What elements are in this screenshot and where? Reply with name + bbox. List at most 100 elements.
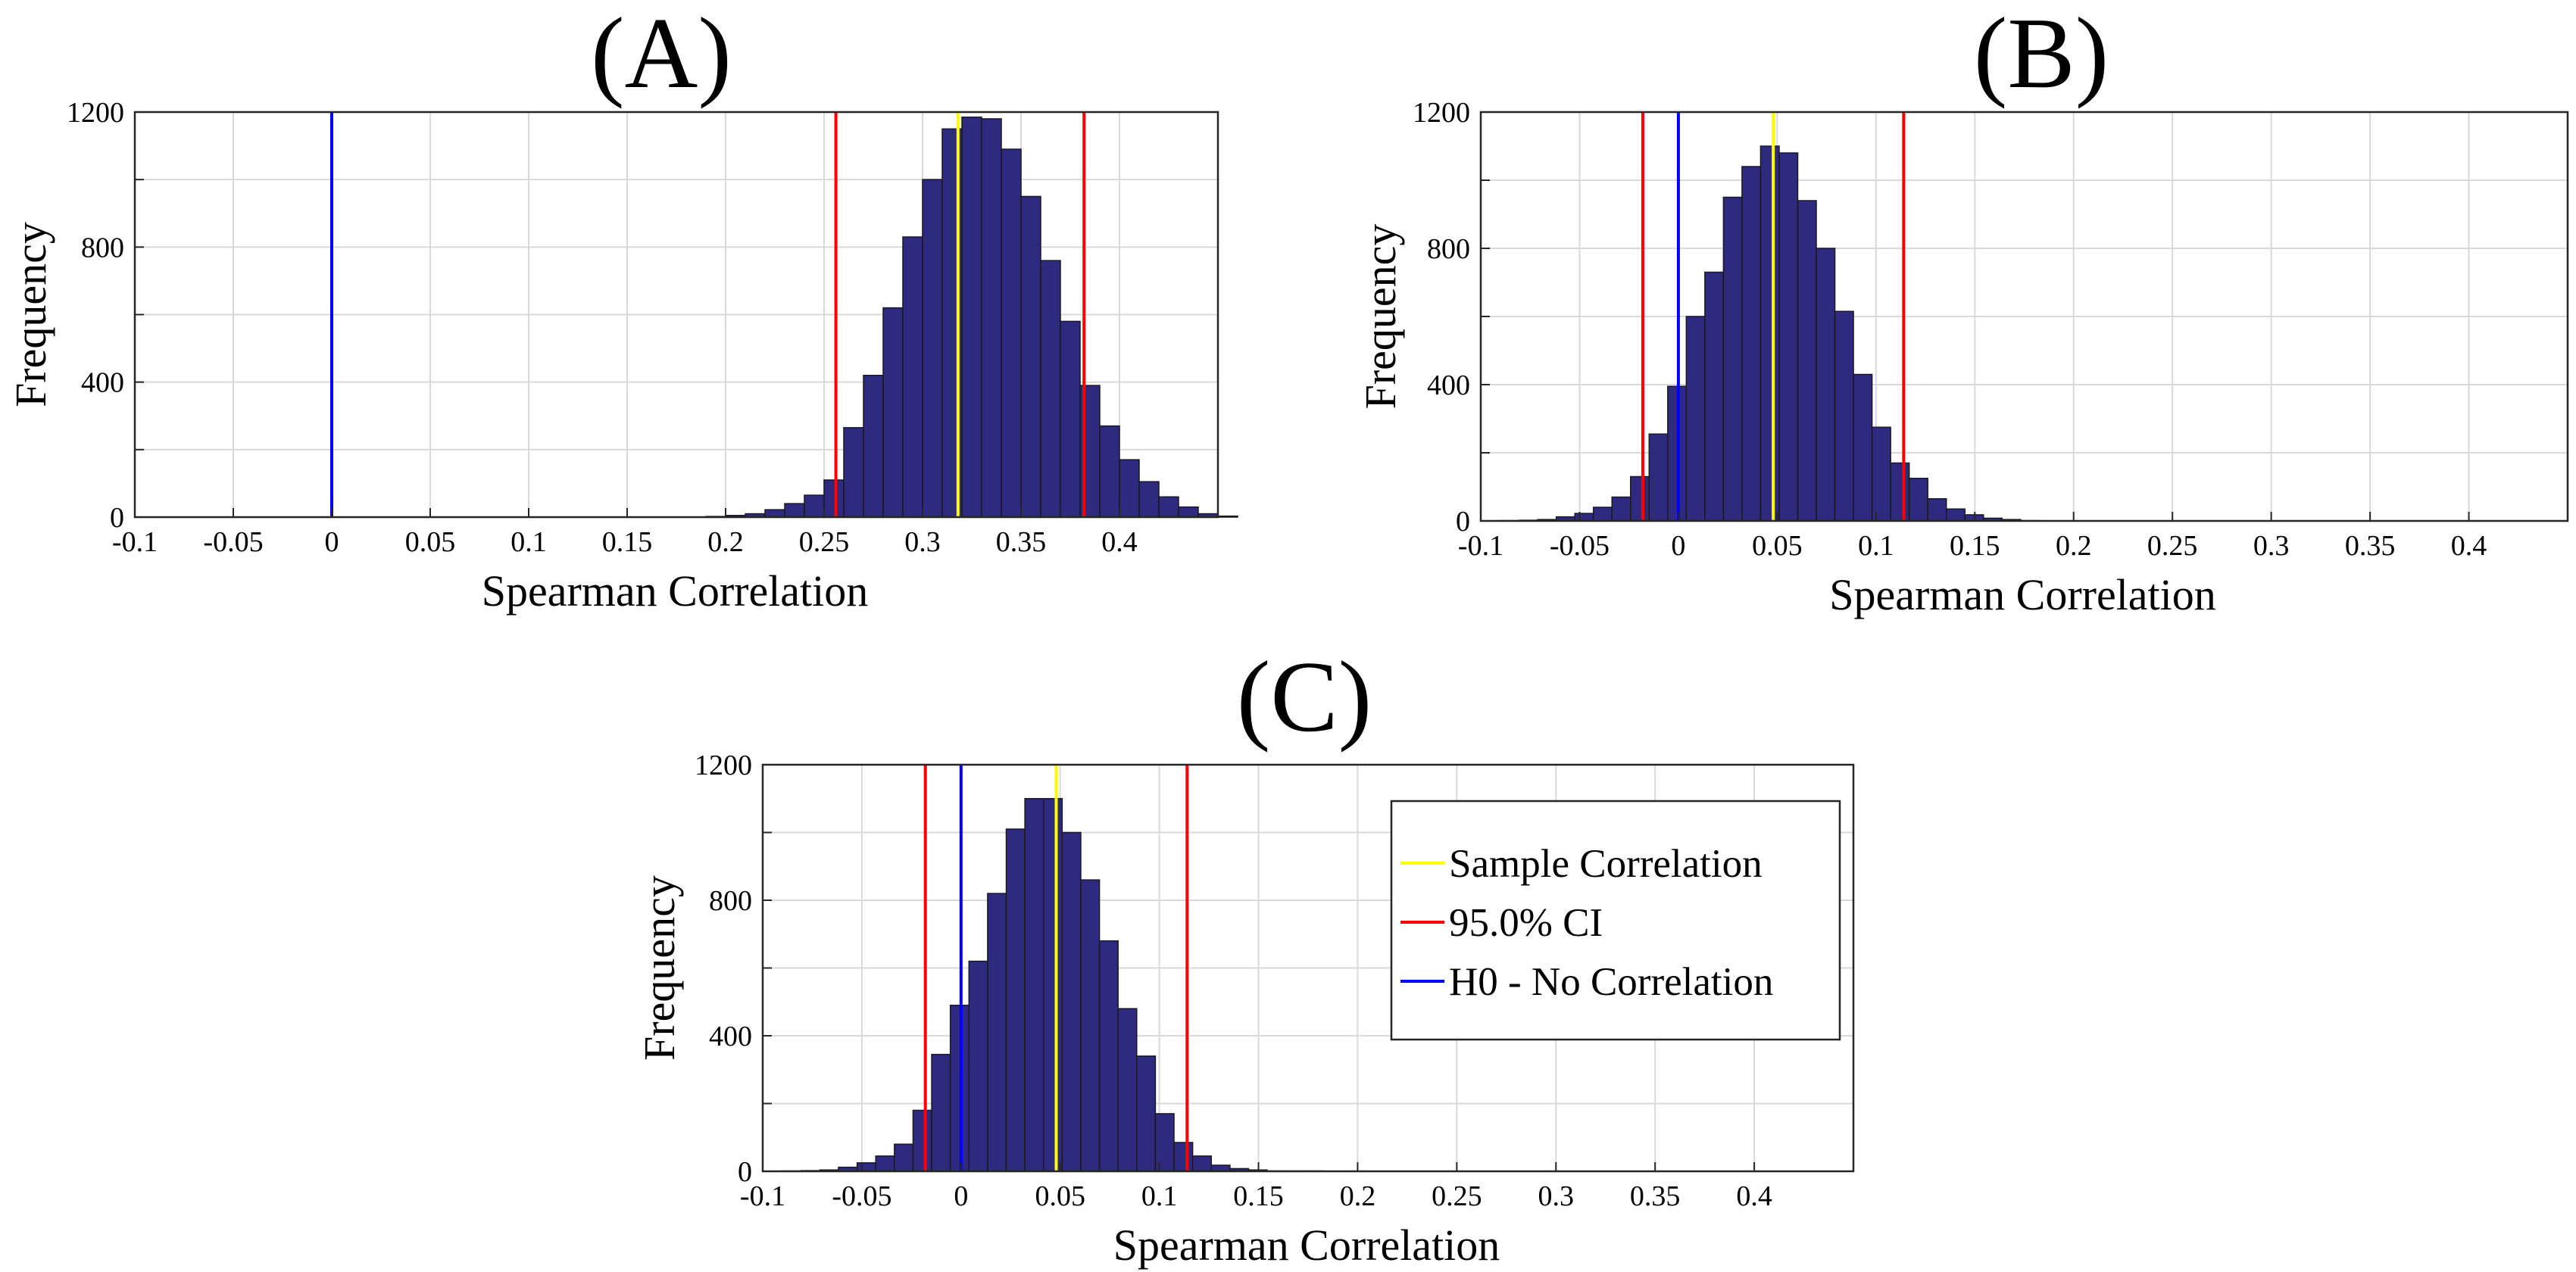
histogram-bar <box>1217 515 1238 518</box>
histogram-bar <box>1099 425 1120 518</box>
histogram-bar <box>1722 196 1743 522</box>
histogram-bar <box>1945 508 1966 522</box>
histogram-bar <box>961 116 982 518</box>
x-axis-label: Spearman Correlation <box>1829 570 2216 619</box>
histogram-bar <box>1020 195 1041 518</box>
histogram-bar <box>1060 320 1081 518</box>
x-tick-label: 0.4 <box>1736 1180 1772 1212</box>
x-tick-label: -0.05 <box>1550 530 1610 562</box>
y-tick-label: 1200 <box>1413 97 1470 129</box>
x-tick-label: 0.15 <box>602 526 653 558</box>
x-tick-label: 0.35 <box>1630 1180 1681 1212</box>
histogram-bar <box>1908 478 1928 522</box>
histogram-bar <box>1154 1113 1175 1172</box>
x-tick-label: 0.2 <box>707 526 744 558</box>
histogram-bar <box>843 427 864 518</box>
x-tick-label: 0 <box>1671 530 1685 562</box>
histogram-bar <box>856 1162 876 1172</box>
x-tick-label: -0.1 <box>112 526 158 558</box>
x-tick-label: -0.1 <box>740 1180 785 1212</box>
histogram-bar <box>1685 316 1706 522</box>
histogram-bar <box>764 509 785 518</box>
histogram-bar <box>863 375 884 518</box>
y-tick-label: 400 <box>709 1021 752 1052</box>
histogram-bar <box>1574 513 1594 522</box>
histogram-bar <box>981 118 1002 518</box>
histogram-bar <box>1040 260 1061 518</box>
histogram-bar <box>1117 1008 1138 1172</box>
x-tick-label: -0.05 <box>832 1180 891 1212</box>
histogram-bar <box>1648 433 1669 522</box>
chart-panel-a: (A) -0.1 -0.05 0 0.05 0.1 0.15 0.2 0.25 0.3 0.35 0.… <box>6 0 1238 616</box>
x-tick-label: 0.3 <box>2253 530 2290 562</box>
histogram-bar <box>1042 798 1063 1172</box>
y-tick-label: 800 <box>1427 233 1470 265</box>
legend-box <box>1390 800 1841 1041</box>
histogram-bar <box>1005 828 1026 1172</box>
legend-label: H0 - No Correlation <box>1449 960 1773 1004</box>
panel-title: (C) <box>1237 641 1372 753</box>
legend-label: 95.0% CI <box>1449 901 1603 945</box>
histogram-bar <box>922 179 943 518</box>
x-tick-label: 0.35 <box>2345 530 2396 562</box>
y-tick-label: 0 <box>110 502 124 534</box>
x-tick-label: 0.2 <box>1340 1180 1376 1212</box>
y-tick-label: 800 <box>81 232 124 263</box>
panel-title: (B) <box>1974 0 2109 109</box>
histogram-bar <box>1871 426 1891 522</box>
histogram-bar <box>1890 462 1910 522</box>
histogram-bar <box>987 893 1007 1172</box>
histogram-bar <box>1630 475 1650 522</box>
histogram-bar <box>1024 798 1044 1172</box>
y-axis-label: Frequency <box>635 875 684 1061</box>
histogram-bar <box>1178 506 1199 518</box>
x-tick-label: 0.25 <box>1432 1180 1482 1212</box>
x-axis-label: Spearman Correlation <box>482 566 869 616</box>
histogram-bar <box>1704 271 1725 522</box>
histogram-bar <box>931 1053 951 1172</box>
histogram-bar <box>912 1109 932 1172</box>
histogram-bar <box>1001 148 1022 518</box>
x-tick-label: 0 <box>325 526 339 558</box>
histogram-bar <box>902 236 923 518</box>
x-tick-label: 0.1 <box>1858 530 1894 562</box>
histogram-bar <box>804 494 825 518</box>
histogram-bar <box>875 1155 895 1172</box>
histogram-bar <box>1741 166 1762 522</box>
x-tick-label: 0.05 <box>405 526 456 558</box>
x-tick-label: -0.1 <box>1458 530 1503 562</box>
x-tick-label: -0.05 <box>203 526 263 558</box>
histogram-bar <box>1592 507 1613 522</box>
histogram-bar <box>1191 1155 1212 1172</box>
x-tick-label: 0.1 <box>511 526 547 558</box>
histogram-bar <box>823 479 845 518</box>
legend-label: Sample Correlation <box>1449 842 1763 886</box>
chart-panel-c: (C) -0.1 -0.05 0 0.05 0.1 0.15 0.2 0.25 0.3 0.35 0.… <box>635 641 1855 1270</box>
histogram-bar <box>1138 481 1160 518</box>
x-axis-label: Spearman Correlation <box>1113 1221 1500 1270</box>
y-tick-label: 1200 <box>67 97 124 129</box>
chart-panel-b: (B) -0.1 -0.05 0 0.05 0.1 0.15 0.2 0.25 0.3 0.35 0.… <box>1356 0 2569 619</box>
y-tick-label: 1200 <box>695 750 752 781</box>
histogram-bar <box>968 960 988 1172</box>
histogram-bar <box>1834 310 1854 522</box>
panel-title: (A) <box>591 0 732 109</box>
x-tick-label: 0.4 <box>1101 526 1138 558</box>
histogram-bar <box>894 1143 914 1172</box>
histogram-bar <box>1173 1142 1194 1172</box>
x-tick-label: 0.3 <box>1538 1180 1575 1212</box>
y-axis-label: Frequency <box>6 222 55 407</box>
histogram-bar <box>1611 496 1631 522</box>
y-tick-label: 800 <box>709 885 752 917</box>
histogram-bar <box>1778 152 1799 522</box>
x-tick-label: 0.25 <box>799 526 850 558</box>
x-tick-label: 0 <box>954 1180 968 1212</box>
x-tick-label: 0.25 <box>2147 530 2198 562</box>
x-tick-label: 0.35 <box>996 526 1047 558</box>
y-axis-label: Frequency <box>1356 224 1405 410</box>
x-tick-label: 0.4 <box>2451 530 2487 562</box>
x-tick-label: 0.2 <box>2056 530 2092 562</box>
x-tick-label: 0.15 <box>1950 530 2000 562</box>
x-tick-label: 0.05 <box>1035 1180 1085 1212</box>
